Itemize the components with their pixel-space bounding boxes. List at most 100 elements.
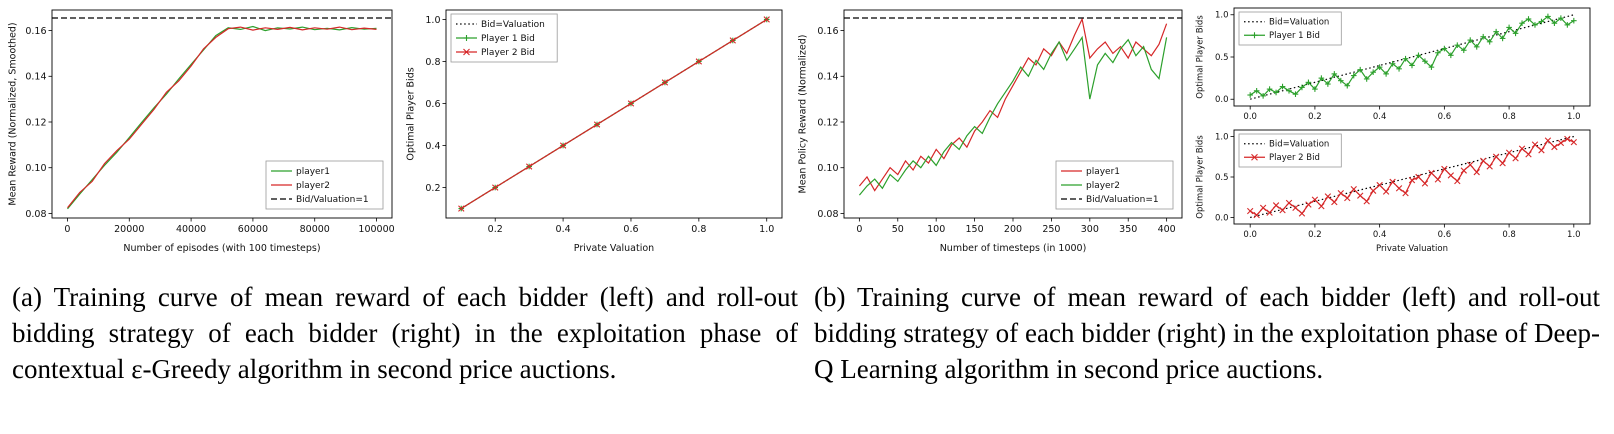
svg-text:Bid=Valuation: Bid=Valuation [1269,18,1329,28]
svg-text:0.4: 0.4 [556,224,571,235]
series-player2 [858,35,1168,196]
chart-rollout-eps-greedy: 0.2 0.4 0.6 0.8 1.0 0.2 0.4 0.6 0.8 1.0 Private Va… [404,2,796,254]
svg-text:player1: player1 [1086,167,1120,177]
svg-text:0.2: 0.2 [488,224,503,235]
series-player2 [67,26,377,209]
svg-text:Bid/Valuation=1: Bid/Valuation=1 [296,195,369,205]
svg-text:0.10: 0.10 [25,163,46,174]
svg-text:0.10: 0.10 [817,163,838,174]
svg-text:0.6: 0.6 [425,99,440,110]
svg-text:Player 2 Bid: Player 2 Bid [1269,153,1320,163]
svg-text:100000: 100000 [358,224,394,235]
markers-Player 2 Bid [458,16,770,212]
svg-text:0.0: 0.0 [1215,95,1229,105]
svg-text:0.2: 0.2 [1308,112,1322,122]
markers-Player 1 Bid [1247,13,1577,99]
svg-text:60000: 60000 [238,224,268,235]
svg-text:0.08: 0.08 [817,209,838,220]
series-player1 [858,17,1168,192]
axes: 0 20000 40000 60000 80000 100000 0.08 0.10 0.12 0… [8,9,395,254]
chart-rollout-eps-greedy-svg: 0.2 0.4 0.6 0.8 1.0 0.2 0.4 0.6 0.8 1.0 Private Va… [406,9,783,254]
markers-Player 2 Bid [1246,135,1578,219]
svg-text:200: 200 [1004,224,1022,235]
axes: 0.0 0.2 0.4 0.6 0.8 1.0 0.0 0.5 1.0 Optimal Playe… [1196,7,1591,122]
svg-text:Number of episodes (with 100 t: Number of episodes (with 100 timesteps) [123,243,320,254]
chart-training-dqn: 0 50 100 150 200 250 300 350 400 0.08 0.10 0.12 0.14… [796,2,1194,254]
chart-training-eps-greedy-svg: 0 20000 40000 60000 80000 100000 0.08 0.10 0.12 0… [8,9,395,254]
svg-text:Mean Reward (Normalized, Smoot: Mean Reward (Normalized, Smoothed) [8,22,19,205]
svg-text:0.16: 0.16 [817,26,838,37]
svg-text:0.4: 0.4 [425,141,440,152]
svg-text:0.14: 0.14 [25,72,46,83]
svg-text:0.2: 0.2 [425,183,440,194]
svg-text:0.5: 0.5 [1215,173,1229,183]
svg-text:80000: 80000 [300,224,330,235]
svg-text:player2: player2 [1086,181,1120,191]
svg-text:0.6: 0.6 [1438,230,1452,240]
svg-text:1.0: 1.0 [1215,11,1229,21]
svg-text:0.0: 0.0 [1243,112,1257,122]
caption-a: (a) Training curve of mean reward of eac… [12,282,798,384]
svg-text:0.2: 0.2 [1308,230,1322,240]
svg-text:0.8: 0.8 [1502,230,1516,240]
legend: player1 player2 Bid/Valuation=1 [265,160,384,210]
svg-text:Bid=Valuation: Bid=Valuation [481,20,545,30]
svg-text:Private Valuation: Private Valuation [1376,244,1448,254]
legend: Bid=Valuation Player 1 Bid [1238,11,1342,46]
svg-text:20000: 20000 [114,224,144,235]
svg-text:Bid=Valuation: Bid=Valuation [1269,140,1329,150]
svg-text:player2: player2 [296,181,330,191]
svg-text:0.4: 0.4 [1373,112,1387,122]
chart-training-dqn-svg: 0 50 100 150 200 250 300 350 400 0.08 0.10 0.12 0.14… [798,9,1183,254]
svg-text:0.8: 0.8 [425,57,440,68]
svg-text:Mean Policy Reward (Normalized: Mean Policy Reward (Normalized) [798,35,809,194]
svg-text:0.08: 0.08 [25,209,46,220]
svg-text:0.8: 0.8 [691,224,706,235]
legend: player1 player2 Bid/Valuation=1 [1055,160,1174,210]
svg-text:40000: 40000 [176,224,206,235]
svg-text:400: 400 [1158,224,1176,235]
svg-text:150: 150 [966,224,984,235]
legend: Bid=Valuation Player 1 Bid Player 2 Bid [450,13,558,63]
svg-text:0.6: 0.6 [623,224,638,235]
chart-rollout-dqn-player2-svg: 0.0 0.2 0.4 0.6 0.8 1.0 0.0 0.5 1.0 Private Valua… [1196,129,1591,254]
caption-b: (b) Training curve of mean reward of eac… [814,282,1600,384]
chart-rollout-dqn: 0.0 0.2 0.4 0.6 0.8 1.0 0.0 0.5 1.0 Optimal Playe… [1194,2,1600,254]
svg-text:0.5: 0.5 [1215,53,1229,63]
svg-text:1.0: 1.0 [759,224,774,235]
figure-row: 0 20000 40000 60000 80000 100000 0.08 0.10 0.12 0… [6,2,1600,254]
svg-text:0.0: 0.0 [1215,213,1229,223]
svg-text:Player 1 Bid: Player 1 Bid [1269,31,1320,41]
svg-text:Optimal Player Bids: Optimal Player Bids [406,67,417,160]
axes: 0.0 0.2 0.4 0.6 0.8 1.0 0.0 0.5 1.0 Private Valua… [1196,129,1591,254]
svg-text:0.0: 0.0 [1243,230,1257,240]
chart-rollout-dqn-player1-svg: 0.0 0.2 0.4 0.6 0.8 1.0 0.0 0.5 1.0 Optimal Playe… [1196,7,1591,122]
chart-training-eps-greedy: 0 20000 40000 60000 80000 100000 0.08 0.10 0.12 0… [6,2,404,254]
svg-text:Number of timesteps (in 1000): Number of timesteps (in 1000) [940,243,1087,254]
svg-text:1.0: 1.0 [1567,230,1581,240]
svg-text:0.6: 0.6 [1438,112,1452,122]
svg-text:300: 300 [1081,224,1099,235]
svg-text:1.0: 1.0 [425,15,440,26]
svg-text:0.16: 0.16 [25,26,46,37]
svg-text:Player 1 Bid: Player 1 Bid [481,34,535,44]
svg-text:0.14: 0.14 [817,72,838,83]
svg-text:0.8: 0.8 [1502,112,1516,122]
svg-text:250: 250 [1042,224,1060,235]
svg-text:1.0: 1.0 [1567,112,1581,122]
series-Player 2 Bid [460,18,768,210]
svg-text:0.4: 0.4 [1373,230,1387,240]
svg-text:100: 100 [927,224,945,235]
svg-text:Private Valuation: Private Valuation [574,243,654,254]
legend: Bid=Valuation Player 2 Bid [1238,133,1342,168]
svg-text:Optimal Player Bids: Optimal Player Bids [1196,135,1206,219]
svg-text:50: 50 [892,224,904,235]
svg-text:Player 2 Bid: Player 2 Bid [481,48,535,58]
svg-text:350: 350 [1119,224,1137,235]
svg-text:0.12: 0.12 [817,117,838,128]
svg-text:Bid/Valuation=1: Bid/Valuation=1 [1086,195,1159,205]
axes: 0 50 100 150 200 250 300 350 400 0.08 0.10 0.12 0.14… [798,9,1183,254]
axes: 0.2 0.4 0.6 0.8 1.0 0.2 0.4 0.6 0.8 1.0 Private Va… [406,9,783,254]
svg-text:0: 0 [64,224,70,235]
